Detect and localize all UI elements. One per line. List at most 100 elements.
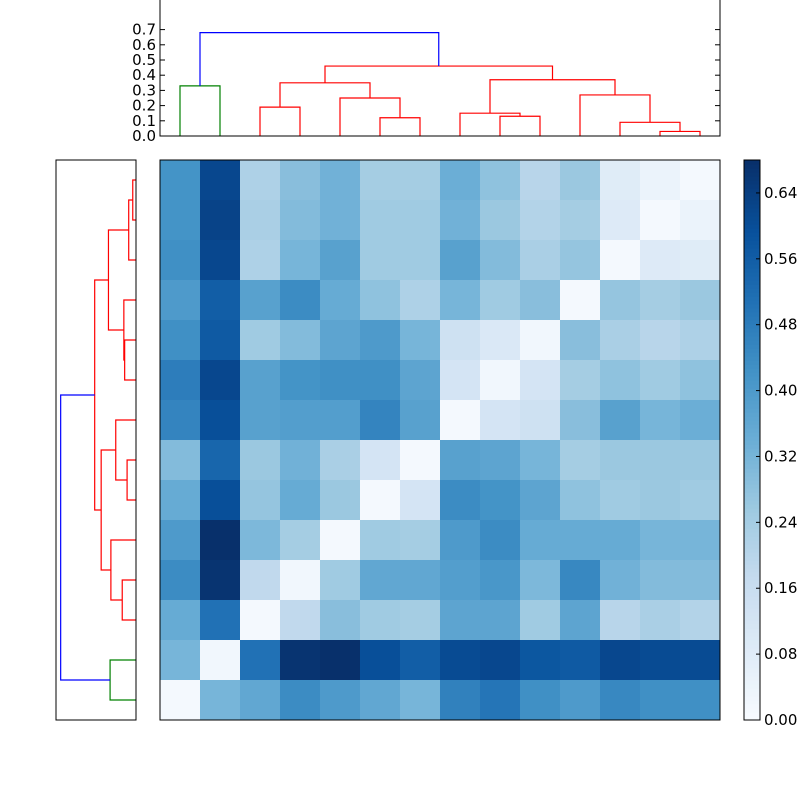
heatmap-cell <box>200 480 241 521</box>
heatmap-cell <box>560 200 601 241</box>
colorbar-segment <box>744 668 760 673</box>
heatmap-cell <box>360 280 401 321</box>
heatmap-cell <box>160 360 201 401</box>
heatmap-cell <box>480 360 521 401</box>
heatmap-cell <box>160 480 201 521</box>
heatmap-cell <box>640 680 681 721</box>
colorbar-segment <box>744 652 760 657</box>
colorbar-segment <box>744 344 760 349</box>
heatmap-cell <box>400 200 441 241</box>
heatmap-cell <box>640 400 681 441</box>
heatmap-cell <box>200 640 241 681</box>
heatmap-cell <box>360 440 401 481</box>
heatmap-cell <box>360 560 401 601</box>
top-dendrogram-link <box>179 85 221 136</box>
colorbar-segment <box>744 276 760 281</box>
left-dendrogram-link <box>115 419 136 481</box>
heatmap-cell <box>200 240 241 281</box>
colorbar-segment <box>744 160 760 165</box>
heatmap-cell <box>280 360 321 401</box>
top-dendrogram-y-axis: 0.00.10.20.30.40.50.60.7 <box>132 21 720 145</box>
heatmap-cell <box>600 200 641 241</box>
heatmap-cell <box>160 560 201 601</box>
top-y-tick-label: 0.7 <box>132 21 156 39</box>
colorbar-segment <box>744 496 760 501</box>
colorbar-segment <box>744 704 760 709</box>
heatmap-cell <box>520 520 561 561</box>
colorbar-segment <box>744 224 760 229</box>
top-dendrogram-link <box>379 117 421 136</box>
heatmap-cell <box>560 520 601 561</box>
colorbar-segment <box>744 472 760 477</box>
heatmap-cell <box>400 160 441 201</box>
heatmap-cell <box>520 160 561 201</box>
colorbar-segment <box>744 284 760 289</box>
heatmap-cell <box>360 400 401 441</box>
heatmap-cell <box>240 320 281 361</box>
heatmap-cell <box>520 360 561 401</box>
heatmap-cell <box>560 280 601 321</box>
colorbar-segment <box>744 468 760 473</box>
colorbar-segment <box>744 416 760 421</box>
heatmap-cell <box>640 320 681 361</box>
heatmap-cell <box>600 600 641 641</box>
colorbar-segment <box>744 524 760 529</box>
heatmap-cell <box>480 440 521 481</box>
heatmap-cell <box>400 240 441 281</box>
colorbar-segment <box>744 556 760 561</box>
heatmap-cell <box>520 480 561 521</box>
colorbar-segment <box>744 312 760 317</box>
heatmap-cell <box>200 320 241 361</box>
heatmap-cell <box>200 400 241 441</box>
heatmap-cell <box>680 640 721 681</box>
top-y-tick-label: 0.5 <box>132 51 156 69</box>
left-dendrogram-link <box>107 229 129 331</box>
colorbar-segment <box>744 564 760 569</box>
heatmap-cell <box>400 480 441 521</box>
colorbar-segment <box>744 348 760 353</box>
heatmap-cell <box>400 400 441 441</box>
heatmap-cell <box>320 360 361 401</box>
colorbar-segment <box>744 164 760 169</box>
colorbar-segment <box>744 464 760 469</box>
colorbar-segment <box>744 424 760 429</box>
heatmap-cell <box>480 680 521 721</box>
heatmap-cell <box>560 400 601 441</box>
heatmap-cell <box>320 200 361 241</box>
colorbar-segment <box>744 296 760 301</box>
colorbar-segment <box>744 396 760 401</box>
colorbar-segment <box>744 580 760 585</box>
heatmap-cell <box>640 440 681 481</box>
heatmap-cell <box>600 400 641 441</box>
colorbar-segment <box>744 352 760 357</box>
heatmap-cell <box>480 640 521 681</box>
heatmap-cell <box>560 360 601 401</box>
left-dendrogram <box>55 159 137 721</box>
heatmap-cell <box>640 360 681 401</box>
colorbar-segment <box>744 536 760 541</box>
colorbar-segment <box>744 408 760 413</box>
heatmap-cell <box>560 480 601 521</box>
colorbar-tick-label: 0.40 <box>764 382 797 400</box>
colorbar-segment <box>744 664 760 669</box>
colorbar-segment <box>744 660 760 665</box>
heatmap-cell <box>560 320 601 361</box>
colorbar-segment <box>744 392 760 397</box>
heatmap-cell <box>440 480 481 521</box>
colorbar-segment <box>744 592 760 597</box>
heatmap-cell <box>280 320 321 361</box>
heatmap-cell <box>320 440 361 481</box>
heatmap-cell <box>440 240 481 281</box>
heatmap-cell <box>440 520 481 561</box>
heatmap-cell <box>520 560 561 601</box>
heatmap-cell <box>200 520 241 561</box>
heatmap-cell <box>400 320 441 361</box>
heatmap-cell <box>320 640 361 681</box>
heatmap-cell <box>360 520 401 561</box>
heatmap-cell <box>520 400 561 441</box>
colorbar-segment <box>744 544 760 549</box>
colorbar-segment <box>744 632 760 637</box>
colorbar-segment <box>744 436 760 441</box>
heatmap-cell <box>680 160 721 201</box>
colorbar-segment <box>744 576 760 581</box>
